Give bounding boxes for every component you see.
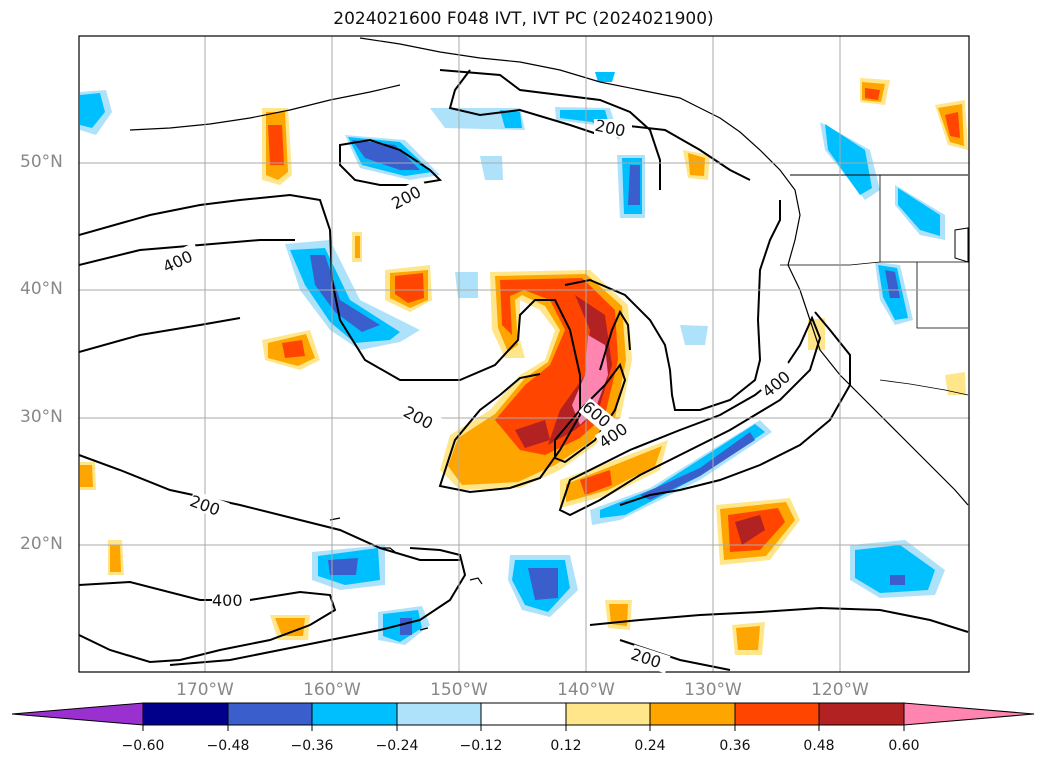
colorbar-tick-label: 0.48: [803, 738, 835, 754]
lon-label-120w: 120°W: [811, 680, 869, 700]
colorbar-swatch: [227, 702, 313, 726]
colorbar-swatch: [396, 702, 482, 726]
lon-label-150w: 150°W: [430, 680, 488, 700]
lat-label-50n: 50°N: [20, 152, 63, 172]
lon-label-140w: 140°W: [557, 680, 615, 700]
colorbar-tick-label: 0.24: [634, 738, 666, 754]
lon-label-170w: 170°W: [176, 680, 234, 700]
lat-label-30n: 30°N: [20, 407, 63, 427]
colorbar-tick-label: −0.60: [121, 738, 165, 754]
colorbar-tick-label: 0.60: [888, 738, 920, 754]
lat-label-40n: 40°N: [20, 279, 63, 299]
coastlines: [129, 36, 969, 631]
contour-label: 200: [629, 645, 664, 673]
lon-label-160w: 160°W: [303, 680, 361, 700]
grid-lines: [79, 36, 969, 672]
colorbar-tick-label: −0.24: [375, 738, 419, 754]
colorbar-swatch: [734, 702, 820, 726]
colorbar-tick-label: 0.12: [550, 738, 582, 754]
map-title: 2024021600 F048 IVT, IVT PC (2024021900): [333, 9, 714, 29]
lat-label-20n: 20°N: [20, 534, 63, 554]
colorbar-swatch: [480, 702, 567, 726]
colorbar-tick-label: −0.36: [290, 738, 334, 754]
contour-label: 400: [212, 591, 243, 610]
colorbar: [11, 702, 1035, 731]
colorbar-swatch: [142, 702, 229, 726]
colorbar-swatch: [649, 702, 736, 726]
map-frame: [78, 35, 970, 673]
lon-label-130w: 130°W: [684, 680, 742, 700]
contour-label: 200: [187, 491, 222, 519]
contour-label-group: 200 200 400 200 200 400 400 600 400 200: [159, 116, 799, 674]
colorbar-swatch: [311, 702, 398, 726]
colorbar-swatch: [565, 702, 651, 726]
colorbar-extend-min: [11, 702, 144, 726]
colorbar-tick-label: −0.12: [459, 738, 503, 754]
colorbar-extend-max: [903, 702, 1035, 726]
colorbar-tick-label: −0.48: [206, 738, 250, 754]
ivt-pc-shading: [80, 72, 968, 655]
colorbar-tick-label: 0.36: [719, 738, 751, 754]
colorbar-swatch: [818, 702, 905, 726]
